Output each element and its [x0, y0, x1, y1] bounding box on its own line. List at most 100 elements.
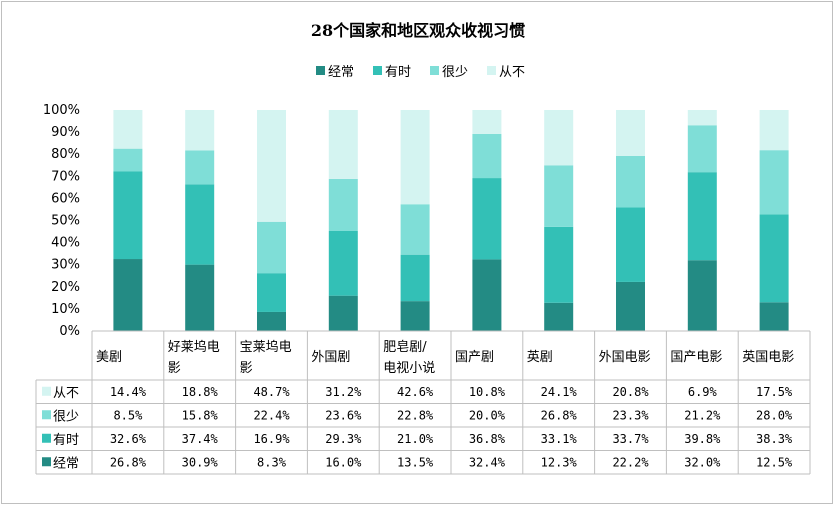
bar-segment	[400, 110, 430, 205]
table-cell: 22.2%	[612, 455, 649, 469]
table-row-swatch	[42, 410, 51, 420]
bar-segment	[687, 125, 717, 173]
table-cell: 29.3%	[325, 432, 362, 446]
bar-segment	[257, 110, 286, 222]
table-cell: 8.3%	[257, 455, 287, 469]
bar-segment	[113, 259, 143, 331]
bar-segment	[185, 184, 215, 265]
table-cell: 15.8%	[182, 408, 219, 422]
legend-label: 从不	[499, 65, 525, 80]
bar-segment	[185, 264, 215, 331]
bar-segment	[472, 110, 502, 134]
legend-swatch	[373, 66, 382, 75]
table-cell: 28.0%	[756, 408, 793, 422]
bars	[113, 110, 789, 331]
bar-segment	[616, 207, 645, 282]
table-cell: 24.1%	[541, 385, 578, 399]
bar-segment	[759, 214, 789, 303]
table-cell: 13.5%	[397, 455, 434, 469]
bar-segment	[400, 301, 430, 331]
bar-segment	[544, 302, 574, 331]
table-cell: 22.8%	[397, 408, 434, 422]
y-tick-label: 100%	[43, 103, 80, 118]
table-cell: 23.6%	[325, 408, 362, 422]
bar-segment	[759, 302, 789, 331]
bar-segment	[544, 165, 574, 227]
bar-segment	[687, 260, 717, 331]
y-tick-label: 80%	[51, 147, 80, 162]
bar-segment	[687, 110, 717, 126]
table-cell: 23.3%	[612, 408, 649, 422]
legend-swatch	[316, 66, 325, 75]
bar-segment	[257, 311, 286, 331]
y-tick-label: 50%	[51, 214, 80, 229]
bar-segment	[616, 110, 645, 156]
table-cell: 36.8%	[469, 432, 506, 446]
table-cell: 26.8%	[110, 455, 147, 469]
table-cell: 17.5%	[756, 385, 793, 399]
y-tick-label: 10%	[51, 302, 80, 317]
table-cell: 32.4%	[469, 455, 506, 469]
bar-segment	[472, 133, 502, 179]
table-cell: 39.8%	[684, 432, 721, 446]
table-row-label: 经常	[53, 456, 79, 471]
category-label: 电视小说	[383, 361, 435, 376]
table-cell: 16.0%	[325, 455, 362, 469]
y-tick-label: 60%	[51, 191, 80, 206]
table-cell: 20.0%	[469, 408, 506, 422]
bar-segment	[257, 273, 286, 312]
table-cell: 32.0%	[684, 455, 721, 469]
chart-title: 28个国家和地区观众收视习惯	[311, 21, 525, 40]
legend-label: 很少	[442, 65, 468, 80]
bar-segment	[759, 110, 789, 151]
table-row-swatch	[42, 433, 51, 443]
bar-segment	[544, 110, 574, 166]
y-tick-label: 70%	[51, 169, 80, 184]
bar-segment	[687, 172, 717, 261]
table-row-label: 有时	[53, 433, 79, 448]
table-cell: 6.9%	[688, 385, 718, 399]
y-tick-label: 90%	[51, 125, 80, 140]
y-tick-label: 40%	[51, 236, 80, 251]
bar-segment	[328, 178, 358, 231]
bar-segment	[472, 259, 502, 331]
bar-segment	[185, 110, 215, 151]
table-cell: 20.8%	[612, 385, 649, 399]
category-label: 外国电影	[599, 350, 651, 365]
bar-segment	[616, 281, 645, 331]
table-cell: 16.9%	[253, 432, 290, 446]
table-cell: 32.6%	[110, 432, 147, 446]
category-label: 好莱坞电	[168, 339, 220, 355]
table-row-swatch	[42, 457, 51, 467]
category-label: 国产剧	[455, 350, 494, 365]
bar-segment	[400, 204, 430, 255]
table-cell: 33.1%	[541, 432, 578, 446]
bar-segment	[328, 230, 358, 296]
category-label: 肥皂剧/	[383, 340, 427, 355]
bar-segment	[113, 171, 143, 260]
legend: 经常 有时 很少 从不	[316, 65, 525, 80]
category-label: 美剧	[96, 350, 122, 365]
legend-swatch	[430, 66, 439, 75]
bar-segment	[544, 226, 574, 303]
table-cell: 38.3%	[756, 432, 793, 446]
bar-segment	[759, 150, 789, 215]
category-label: 英国电影	[742, 350, 794, 365]
category-label: 英剧	[527, 350, 553, 365]
bar-segment	[257, 221, 286, 274]
bar-segment	[185, 150, 215, 185]
table-cell: 10.8%	[469, 385, 506, 399]
table-row-label: 从不	[53, 386, 79, 401]
legend-label: 有时	[385, 65, 411, 80]
category-label: 影	[240, 361, 253, 376]
bar-segment	[328, 295, 358, 331]
table-cell: 18.8%	[182, 385, 219, 399]
category-label: 国产电影	[670, 350, 722, 365]
table-cell: 31.2%	[325, 385, 362, 399]
category-label: 影	[168, 361, 181, 376]
bar-segment	[328, 110, 358, 179]
table-cell: 33.7%	[612, 432, 649, 446]
